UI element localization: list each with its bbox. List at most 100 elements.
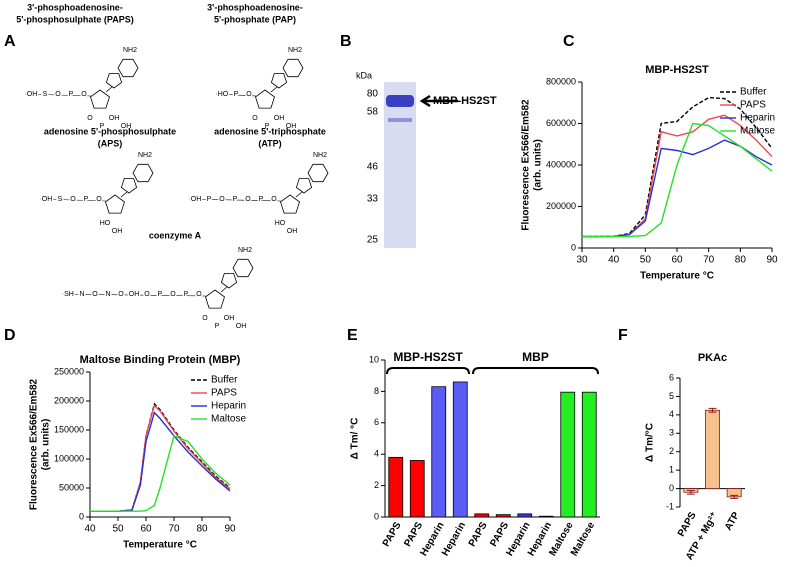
y-tick-label: 0 [571,242,576,252]
x-tick-label: 40 [608,255,620,266]
group-label: MBP-HS2ST [393,350,463,364]
atom-label: P [259,196,264,203]
y-tick-label: -1 [666,501,674,511]
purine-ring [270,73,288,89]
gel-unit: kDa [356,70,372,80]
bar [388,456,404,518]
gel-lane [384,82,416,248]
series-line [581,139,773,238]
x-tick-label: 90 [224,524,236,535]
atom-label: O [92,291,98,298]
atom-label: O [196,291,202,298]
bond [61,293,207,297]
purine-ring [132,163,154,183]
marker-label: 33 [367,194,379,205]
x-tick-label: 70 [168,524,180,535]
bar [431,386,447,518]
marker-label: 58 [367,107,379,118]
y-axis-label: Δ Tm/°C [645,423,656,462]
atom-label: OH [191,196,202,203]
purine-ring [232,258,254,278]
atom-label: OH [287,228,298,235]
atom-label: SH [64,291,74,298]
error-bar [708,407,717,413]
error-bar [686,489,695,495]
legend-label: Buffer [740,87,767,98]
atom-label: S [58,196,63,203]
atom-label: O [246,91,252,98]
structure-name: 3'-phosphoadenosine- [207,2,303,12]
y-tick-label: 50000 [59,482,84,492]
y-tick-label: 400000 [546,159,576,169]
legend-label: Maltose [211,414,246,425]
group-bracket [386,367,470,375]
structure-name: (APS) [98,138,123,148]
x-tick-label: PAPS [381,520,404,549]
bond [120,191,128,198]
legend-label: PAPS [740,100,766,111]
y-tick-label: 200000 [54,395,84,405]
atom-label: OH [274,115,285,122]
purine-ring [307,163,329,183]
panel-label: B [340,33,352,50]
x-tick-label: 60 [671,255,683,266]
error-bar [730,494,739,499]
y-tick-label: 6 [374,417,379,427]
atom-label: HO [275,220,286,227]
y-tick-label: 0 [669,483,674,493]
atom-label: O [170,291,176,298]
y-tick-label: 3 [669,428,674,438]
marker-label: 46 [367,162,379,173]
atom-label: N [105,291,110,298]
series-line [90,411,231,512]
atom-label: O [87,115,93,122]
legend-label: PAPS [211,388,237,399]
bar [409,460,425,518]
y-tick-label: 10 [369,354,379,364]
gel-band [386,95,414,107]
atom-label: HO [100,220,111,227]
atom-label: P [184,291,189,298]
atom-label: P [215,323,220,330]
atom-label: P [265,123,270,130]
atom-label: O [70,196,76,203]
atom-label: O [202,315,208,322]
structure-name: 5'-phosphate (PAP) [214,14,296,24]
atom-label: N [79,291,84,298]
atom-label: P [100,123,105,130]
atom-label: OH [42,196,53,203]
atom-label: OH [224,315,235,322]
y-tick-label: 150000 [54,424,84,434]
atom-label: O [96,196,102,203]
purine-ring [295,178,313,194]
series-line [90,434,231,512]
y-tick-label: 250000 [54,366,84,376]
atom-label: P [234,91,239,98]
ribose-ring [280,194,300,214]
bond [39,198,107,202]
y-tick-label: 2 [669,446,674,456]
atom-label: P [69,91,74,98]
atom-label: OH [286,123,297,130]
ribose-ring [205,289,225,309]
bond [220,286,228,293]
y-tick-label: 800000 [546,76,576,86]
atom-label: OH [236,323,247,330]
y-tick-label: 0 [79,511,84,521]
bar [474,513,490,518]
purine-ring [117,58,139,78]
x-tick-label: PAPS [467,520,490,549]
atom-label: OH [27,91,38,98]
y-tick-label: 0 [374,511,379,521]
bond [215,93,257,97]
ribose-ring [255,89,275,109]
y-tick-label: 1 [669,465,674,475]
panel-label: F [618,327,628,344]
y-tick-label: 5 [669,391,674,401]
atom-label: OH [112,228,123,235]
atom-label: P [233,196,238,203]
atom-label: OH [121,123,132,130]
x-tick-label: 60 [140,524,152,535]
atom-label: O [118,291,124,298]
